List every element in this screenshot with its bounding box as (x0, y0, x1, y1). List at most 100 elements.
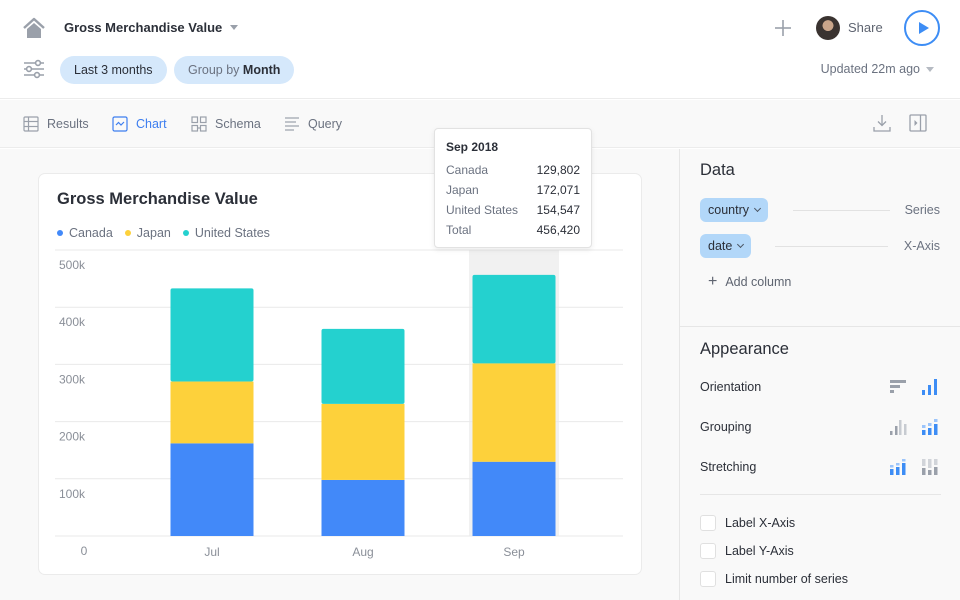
connector-line (793, 210, 890, 211)
legend-item-japan[interactable]: Japan (124, 226, 171, 240)
checkbox-label-y-axis[interactable] (700, 543, 716, 559)
x-tick-label: Aug (352, 545, 373, 559)
chart-settings-panel: Data country Series date X-Axis + Add co… (679, 149, 960, 600)
y-tick-label: 100k (59, 487, 86, 501)
bar-segment-united-states-jul (170, 288, 254, 382)
query-title[interactable]: Gross Merchandise Value (64, 20, 239, 35)
chart-title: Gross Merchandise Value (57, 190, 258, 208)
share-button[interactable]: Share (848, 20, 883, 35)
option-label-stretching: Stretching (700, 460, 757, 474)
y-tick-label: 300k (59, 372, 86, 386)
tooltip-label: United States (446, 203, 519, 217)
tooltip-value: 456,420 (536, 223, 580, 237)
checkbox-label[interactable]: Label Y-Axis (725, 544, 794, 558)
download-icon[interactable] (873, 114, 891, 132)
header: Gross Merchandise Value Last 3 months Gr… (0, 0, 960, 99)
stacked-bars-icon[interactable] (921, 418, 939, 436)
bar-segment-canada-aug (321, 479, 405, 536)
legend-label: United States (194, 226, 270, 240)
y-tick-label: 400k (59, 315, 86, 329)
legend-item-canada[interactable]: Canada (57, 226, 113, 240)
home-icon[interactable] (22, 17, 46, 39)
bar-segment-japan-jul (170, 381, 254, 444)
column-chip-country[interactable]: country (700, 198, 768, 222)
schema-icon (191, 116, 207, 132)
chart-icon (112, 116, 128, 132)
vertical-bars-icon[interactable] (921, 378, 939, 396)
column-name: date (708, 239, 733, 253)
filter-settings-icon[interactable] (23, 58, 45, 80)
add-icon[interactable] (773, 18, 793, 38)
tooltip-value: 172,071 (536, 183, 580, 197)
connector-line (775, 246, 888, 247)
checkbox-label[interactable]: Label X-Axis (725, 516, 796, 530)
tab-label: Schema (215, 117, 261, 131)
tab-results[interactable]: Results (23, 116, 89, 132)
tooltip-value: 129,802 (536, 163, 580, 177)
bar-segment-canada-jul (170, 443, 254, 536)
tooltip-value: 154,547 (536, 203, 580, 217)
caret-down-icon (230, 25, 239, 30)
legend-item-united-states[interactable]: United States (182, 226, 270, 240)
option-label-orientation: Orientation (700, 380, 762, 394)
bar-segment-japan-aug (321, 403, 405, 480)
column-role: Series (904, 203, 940, 217)
column-chip-date[interactable]: date (700, 234, 752, 258)
chart-legend: Canada Japan United States (57, 226, 270, 240)
chevron-down-icon (753, 204, 762, 213)
data-heading: Data (700, 161, 735, 179)
y-tick-label: 0 (81, 544, 88, 558)
add-column-button[interactable]: + Add column (708, 274, 792, 290)
legend-swatch (124, 230, 131, 236)
table-icon (23, 116, 39, 132)
updated-label: Updated 22m ago (820, 62, 920, 76)
horizontal-bars-icon[interactable] (889, 378, 907, 396)
chevron-down-icon (737, 240, 745, 249)
x-tick-label: Sep (503, 545, 525, 559)
user-avatar[interactable] (816, 16, 840, 40)
divider (700, 494, 941, 495)
sidebar-toggle-icon[interactable] (909, 114, 927, 132)
checkbox-limit-series[interactable] (700, 571, 716, 587)
query-title-text: Gross Merchandise Value (64, 20, 223, 35)
checkbox-label[interactable]: Limit number of series (725, 572, 848, 586)
chart-tooltip: Sep 2018 Canada 129,802 Japan 172,071 Unit… (434, 128, 592, 248)
tab-query[interactable]: Query (284, 116, 342, 132)
tab-label: Chart (136, 117, 167, 131)
date-range-filter[interactable]: Last 3 months (60, 56, 167, 84)
tooltip-row: Japan 172,071 (446, 180, 580, 200)
tab-label: Results (47, 117, 89, 131)
stacked-bar-chart: 0 100k 200k 300k 400k 500k Jul Aug Sep (55, 249, 623, 559)
divider (680, 326, 960, 327)
grouped-bars-icon[interactable] (889, 418, 907, 436)
unstretched-bars-icon[interactable] (889, 458, 907, 476)
stretched-bars-icon[interactable] (921, 458, 939, 476)
tab-chart[interactable]: Chart (112, 116, 167, 132)
add-column-label: Add column (725, 275, 792, 289)
legend-label: Canada (69, 226, 113, 240)
legend-swatch (182, 230, 189, 236)
tooltip-row: Total 456,420 (446, 220, 580, 240)
bar-segment-united-states-sep (472, 274, 556, 364)
option-label-grouping: Grouping (700, 420, 752, 434)
bar-segment-united-states-aug (321, 328, 405, 404)
group-by-prefix: Group by (188, 63, 240, 77)
tooltip-label: Japan (446, 183, 479, 197)
tooltip-title: Sep 2018 (446, 140, 499, 154)
tab-schema[interactable]: Schema (191, 116, 261, 132)
caret-down-icon (926, 66, 934, 72)
tooltip-row: Canada 129,802 (446, 160, 580, 180)
run-query-button[interactable] (904, 10, 940, 46)
tooltip-label: Total (446, 223, 472, 237)
group-by-filter[interactable]: Group by Month (174, 56, 295, 84)
tab-label: Query (308, 117, 343, 131)
column-name: country (708, 203, 749, 217)
y-tick-label: 200k (59, 430, 86, 444)
date-range-label: Last 3 months (74, 63, 153, 77)
updated-status[interactable]: Updated 22m ago (821, 62, 934, 76)
y-tick-label: 500k (59, 258, 86, 272)
appearance-heading: Appearance (700, 340, 789, 358)
legend-label: Japan (136, 226, 171, 240)
checkbox-label-x-axis[interactable] (700, 515, 716, 531)
bar-segment-japan-sep (472, 363, 556, 462)
